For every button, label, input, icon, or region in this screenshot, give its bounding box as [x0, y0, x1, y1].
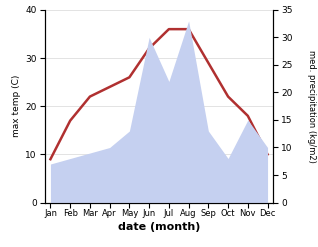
- Y-axis label: max temp (C): max temp (C): [12, 75, 21, 137]
- Y-axis label: med. precipitation (kg/m2): med. precipitation (kg/m2): [307, 50, 315, 163]
- X-axis label: date (month): date (month): [118, 222, 200, 232]
